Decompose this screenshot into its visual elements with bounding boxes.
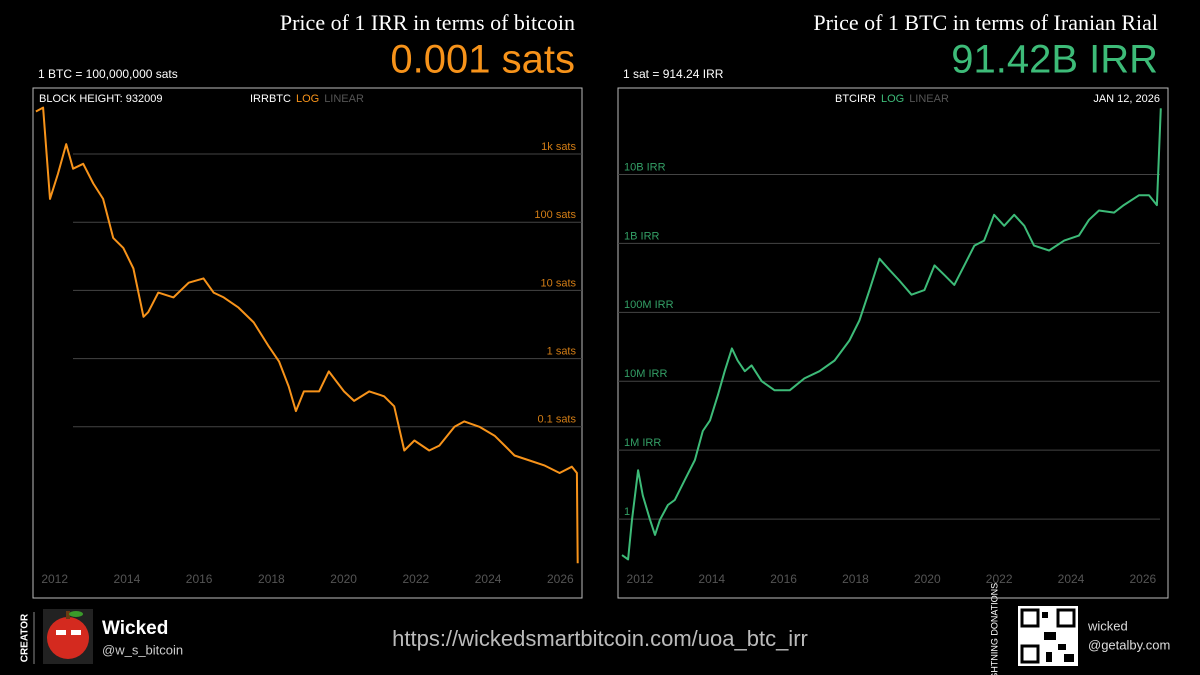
- x-tick-label: 2012: [41, 572, 68, 586]
- scale-option[interactable]: LOG: [296, 93, 319, 105]
- series-line: [35, 106, 579, 564]
- leaf: [69, 611, 83, 617]
- x-tick-label: 2026: [547, 572, 574, 586]
- y-tick-label: 1k sats: [541, 141, 576, 153]
- donation-label: LIGHTNING DONATIONS: [989, 583, 999, 675]
- qr-module: [1064, 654, 1074, 662]
- chart-title: Price of 1 IRR in terms of bitcoin: [280, 10, 575, 35]
- x-tick-label: 2014: [698, 572, 725, 586]
- x-tick-label: 2012: [627, 572, 654, 586]
- headline: 0.001 sats: [390, 38, 575, 82]
- y-tick-label: 100M IRR: [624, 299, 674, 311]
- donation-host: @getalby.com: [1088, 637, 1170, 652]
- y-tick-label: 1: [624, 506, 630, 518]
- x-tick-label: 2016: [186, 572, 213, 586]
- x-tick-label: 2022: [986, 572, 1013, 586]
- y-tick-label: 10B IRR: [624, 161, 666, 173]
- plot-frame: [32, 87, 583, 599]
- symbol: IRRBTC: [250, 93, 291, 105]
- info-label: BLOCK HEIGHT: 932009: [39, 93, 163, 105]
- plot-frame: [617, 87, 1169, 599]
- subtitle: 1 BTC = 100,000,000 sats: [38, 67, 178, 81]
- eye: [71, 630, 81, 635]
- x-tick-label: 2020: [330, 572, 357, 586]
- subtitle: 1 sat = 914.24 IRR: [623, 67, 724, 81]
- chart-title: Price of 1 BTC in terms of Iranian Rial: [813, 10, 1158, 35]
- scale-option[interactable]: LOG: [881, 93, 904, 105]
- apple: [47, 617, 89, 659]
- y-tick-label: 1 sats: [547, 346, 577, 358]
- qr-module: [1042, 612, 1048, 618]
- headline: 91.42B IRR: [951, 38, 1158, 82]
- info-label: JAN 12, 2026: [1093, 93, 1160, 105]
- creator-name: Wicked: [102, 618, 168, 639]
- donation-name: wicked: [1087, 618, 1128, 633]
- creator-avatar: [43, 609, 93, 664]
- y-tick-label: 10M IRR: [624, 368, 667, 380]
- qr-finder: [1020, 644, 1040, 664]
- symbol: IRRBTC LOG LINEAR: [250, 93, 364, 105]
- y-tick-label: 10 sats: [541, 277, 577, 289]
- creator-label: CREATOR: [20, 613, 31, 662]
- symbol: BTCIRR: [835, 93, 876, 105]
- qr-module: [1058, 644, 1066, 650]
- y-tick-label: 1M IRR: [624, 437, 661, 449]
- qr-module: [1044, 632, 1056, 640]
- x-tick-label: 2018: [258, 572, 285, 586]
- qr-finder: [1056, 608, 1076, 628]
- x-tick-label: 2014: [114, 572, 141, 586]
- x-tick-label: 2022: [403, 572, 430, 586]
- x-tick-label: 2018: [842, 572, 869, 586]
- y-tick-label: 0.1 sats: [537, 414, 576, 426]
- eye: [56, 630, 66, 635]
- scale-option[interactable]: LINEAR: [324, 93, 364, 105]
- creator-handle: @w_s_bitcoin: [102, 642, 183, 657]
- x-tick-label: 2024: [475, 572, 502, 586]
- stem: [66, 611, 70, 619]
- x-tick-label: 2020: [914, 572, 941, 586]
- x-tick-label: 2026: [1130, 572, 1157, 586]
- y-tick-label: 100 sats: [534, 209, 576, 221]
- qr-module: [1046, 652, 1052, 662]
- scale-option[interactable]: LINEAR: [909, 93, 949, 105]
- y-tick-label: 1B IRR: [624, 230, 660, 242]
- qr-code[interactable]: [1018, 606, 1078, 666]
- series-line: [621, 108, 1162, 561]
- url[interactable]: https://wickedsmartbitcoin.com/uoa_btc_i…: [392, 626, 808, 651]
- qr-finder: [1020, 608, 1040, 628]
- x-tick-label: 2024: [1058, 572, 1085, 586]
- symbol: BTCIRR LOG LINEAR: [835, 93, 949, 105]
- x-tick-label: 2016: [770, 572, 797, 586]
